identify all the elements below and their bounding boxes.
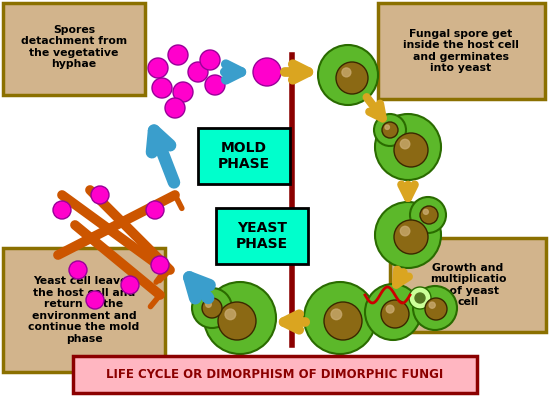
Text: YEAST
PHASE: YEAST PHASE	[236, 221, 288, 251]
FancyBboxPatch shape	[73, 356, 477, 393]
Circle shape	[151, 256, 169, 274]
Circle shape	[165, 98, 185, 118]
Circle shape	[86, 291, 104, 309]
Circle shape	[365, 284, 421, 340]
Circle shape	[324, 302, 362, 340]
Text: Spores
detachment from
the vegetative
hyphae: Spores detachment from the vegetative hy…	[21, 25, 127, 69]
FancyBboxPatch shape	[378, 3, 545, 99]
Circle shape	[205, 75, 225, 95]
Circle shape	[409, 287, 431, 309]
Circle shape	[146, 201, 164, 219]
FancyBboxPatch shape	[198, 128, 290, 184]
Circle shape	[429, 302, 435, 308]
Circle shape	[69, 261, 87, 279]
FancyBboxPatch shape	[216, 208, 308, 264]
Circle shape	[173, 82, 193, 102]
FancyBboxPatch shape	[390, 238, 546, 332]
Circle shape	[386, 305, 394, 313]
Circle shape	[375, 114, 441, 180]
FancyBboxPatch shape	[3, 3, 145, 95]
Circle shape	[331, 309, 342, 320]
Circle shape	[394, 220, 428, 254]
Circle shape	[121, 276, 139, 294]
Text: Yeast cell leaves
the host cell and
return to the
environment and
continue the m: Yeast cell leaves the host cell and retu…	[29, 276, 140, 344]
Circle shape	[148, 58, 168, 78]
Circle shape	[420, 206, 438, 224]
Circle shape	[204, 282, 276, 354]
Circle shape	[206, 302, 211, 307]
Circle shape	[425, 298, 447, 320]
Circle shape	[382, 122, 398, 138]
Circle shape	[415, 293, 425, 303]
Circle shape	[385, 125, 389, 129]
Circle shape	[202, 298, 222, 318]
Text: Fungal spore get
inside the host cell
and germinates
into yeast: Fungal spore get inside the host cell an…	[403, 29, 519, 73]
Circle shape	[253, 58, 281, 86]
Circle shape	[188, 62, 208, 82]
Circle shape	[152, 78, 172, 98]
Circle shape	[200, 50, 220, 70]
Circle shape	[342, 68, 351, 77]
Circle shape	[400, 226, 410, 236]
Circle shape	[375, 202, 441, 268]
Circle shape	[336, 62, 368, 94]
Circle shape	[374, 114, 406, 146]
Text: LIFE CYCLE OR DIMORPHISM OF DIMORPHIC FUNGI: LIFE CYCLE OR DIMORPHISM OF DIMORPHIC FU…	[106, 367, 444, 381]
Circle shape	[225, 309, 235, 320]
Circle shape	[394, 133, 428, 167]
Circle shape	[400, 139, 410, 149]
FancyBboxPatch shape	[3, 248, 165, 372]
Circle shape	[168, 45, 188, 65]
Circle shape	[304, 282, 376, 354]
Circle shape	[53, 201, 71, 219]
Text: MOLD
PHASE: MOLD PHASE	[218, 141, 270, 171]
Circle shape	[318, 45, 378, 105]
Circle shape	[410, 197, 446, 233]
Circle shape	[413, 286, 457, 330]
Circle shape	[381, 300, 409, 328]
Circle shape	[218, 302, 256, 340]
Circle shape	[424, 209, 428, 214]
Text: Growth and
multiplicatio
n of yeast
cell: Growth and multiplicatio n of yeast cell	[430, 263, 506, 307]
Circle shape	[192, 288, 232, 328]
Circle shape	[91, 186, 109, 204]
